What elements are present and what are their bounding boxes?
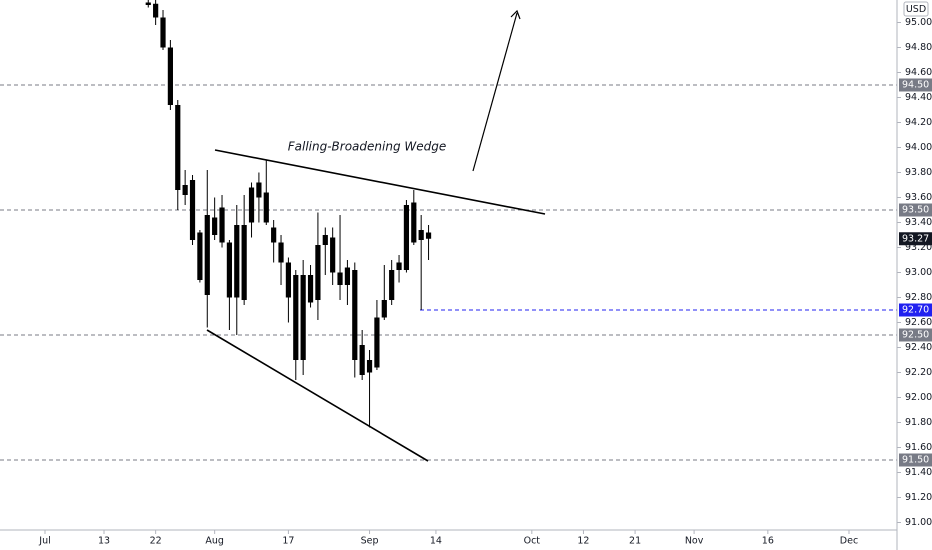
y-tick-label: 93.80 (905, 167, 932, 178)
candle-body (330, 237, 336, 273)
currency-box (903, 1, 929, 17)
candle-body (381, 300, 387, 318)
y-tick-label: 94.20 (905, 117, 932, 128)
y-tick-label: 92.40 (905, 342, 932, 353)
candle-body (300, 275, 306, 360)
price-label-box (899, 203, 932, 217)
axes: 95.00 94.80 94.60 94.40 94.20 94.00 93.80 93.60… (38, 17, 932, 547)
price-label: 91.50 (902, 455, 929, 466)
y-tick-label: 91.40 (905, 467, 932, 478)
candle-body (182, 185, 188, 195)
x-tick-label: Nov (685, 536, 704, 547)
y-tick-label: 93.60 (905, 192, 932, 203)
x-tick-label: 13 (98, 536, 110, 547)
candle-body (418, 230, 424, 240)
candle-body (278, 242, 284, 263)
candle-body (374, 317, 380, 368)
price-label: 93.50 (902, 205, 929, 216)
drawings (206, 9, 546, 462)
arrow-head (510, 9, 521, 20)
candle-body (307, 275, 314, 303)
candle-body (175, 105, 181, 190)
x-tick-label: Oct (524, 536, 541, 547)
y-tick-label: 91.20 (905, 492, 932, 503)
candle-body (167, 47, 173, 105)
candle-body (344, 267, 351, 285)
currency: USD (906, 4, 926, 15)
candle-body (425, 232, 432, 239)
candle-body (271, 227, 277, 243)
price-label-box (899, 328, 932, 342)
y-tick-label: 91.60 (905, 442, 932, 453)
y-tick-label: 94.00 (905, 142, 932, 153)
candle-body (248, 187, 255, 223)
candle-body (256, 182, 262, 198)
plot-area (145, 0, 432, 428)
candle-body (411, 202, 417, 243)
x-tick-label: 21 (629, 536, 641, 547)
candle-body (263, 192, 269, 223)
y-tick-label: 91.80 (905, 417, 932, 428)
y-tick-label: 93.00 (905, 267, 932, 278)
last-price-box (899, 232, 932, 246)
wedge-upper-line (214, 149, 546, 215)
candle-body (359, 345, 365, 375)
x-tick-label: 14 (430, 536, 442, 547)
x-tick-label: 12 (577, 536, 589, 547)
candle-body (212, 217, 218, 235)
price-label: 92.50 (902, 330, 929, 341)
candle-body (315, 245, 321, 300)
y-tick-label: 92.20 (905, 367, 932, 378)
candle-body (226, 242, 232, 298)
candle-body (153, 3, 159, 18)
y-tick-label: 93.40 (905, 217, 932, 228)
y-tick-label: 91.00 (905, 517, 932, 528)
candle-body (204, 215, 210, 295)
y-tick-label: 92.00 (905, 392, 932, 403)
candle-body (145, 2, 151, 5)
candle-body (189, 180, 196, 240)
x-tick-label: Dec (840, 536, 858, 547)
price-label-box (899, 303, 932, 317)
annotation: Falling-Broadening Wedge (288, 140, 447, 154)
candle-body (366, 360, 373, 373)
y-tick-label: 94.40 (905, 92, 932, 103)
candle-body (396, 262, 402, 270)
y-tick-label: 93.20 (905, 242, 932, 253)
candle-body (403, 205, 410, 270)
x-tick-label: 22 (150, 536, 162, 547)
y-tick-label: 95.00 (905, 17, 932, 28)
x-tick-label: Jul (38, 536, 50, 547)
candle-body (285, 262, 292, 298)
candle-body (241, 225, 247, 300)
candle-body (322, 235, 328, 245)
price-label: 92.70 (902, 305, 929, 316)
price-lines (0, 84, 897, 461)
last-price-label: 93.27 (902, 233, 929, 244)
y-tick-label: 92.80 (905, 292, 932, 303)
y-tick-label: 92.60 (905, 317, 932, 328)
candle-body (219, 207, 225, 243)
wedge-lower-line (206, 329, 429, 462)
x-tick-label: 16 (762, 536, 774, 547)
x-tick-label: Aug (205, 536, 224, 547)
candle-body (293, 275, 299, 360)
x-tick-label: 17 (282, 536, 294, 547)
candle-body (234, 225, 240, 298)
y-tick-label: 94.80 (905, 42, 932, 53)
candle-body (197, 232, 203, 280)
arrow-line (472, 12, 518, 172)
candle-body (337, 272, 343, 285)
price-label-box (899, 78, 932, 92)
candle-body (389, 270, 395, 300)
candle-body (352, 270, 358, 360)
y-tick-label: 94.60 (905, 67, 932, 78)
price-label: 94.50 (902, 80, 929, 91)
x-tick-label: Sep (361, 536, 379, 547)
candle-body (160, 17, 166, 48)
price-label-box (899, 453, 932, 467)
